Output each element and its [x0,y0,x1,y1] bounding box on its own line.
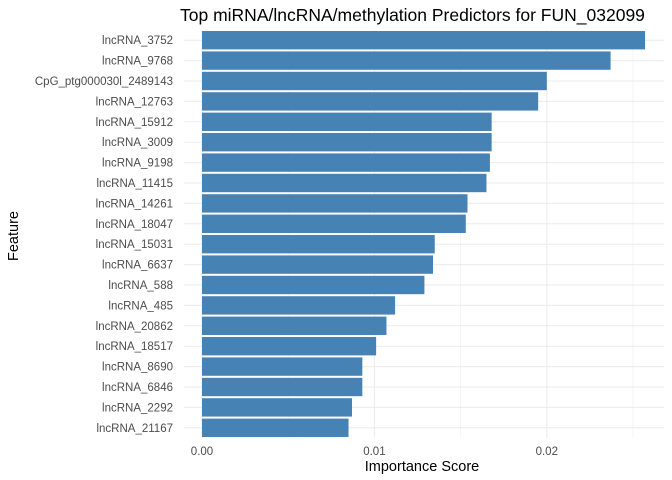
x-axis-title: Importance Score [365,459,479,475]
bar-lncRNA_21167 [202,418,349,437]
y-tick-label: lncRNA_9768 [102,56,173,68]
y-tick-labels: lncRNA_3752 lncRNA_9768 CpG_ptg000030l_248… [35,35,173,435]
y-tick-label: lncRNA_12763 [96,96,173,108]
y-tick-label: lncRNA_18517 [96,341,173,353]
y-tick-label: lncRNA_6846 [102,382,173,394]
bar-lncRNA_15031 [202,235,435,254]
chart-title: Top miRNA/lncRNA/methylation Predictors … [180,5,645,26]
bar-lncRNA_3009 [202,133,492,152]
bar-lncRNA_485 [202,296,396,315]
bar-lncRNA_588 [202,275,425,295]
grid [184,30,664,438]
bar-lncRNA_9198 [202,153,490,172]
y-tick-label: lncRNA_21167 [96,423,173,435]
y-tick-label: lncRNA_3752 [102,35,173,47]
y-tick-label: lncRNA_6637 [102,260,173,272]
x-tick-label: 0.00 [191,446,213,458]
y-tick-label: lncRNA_3009 [102,137,173,149]
x-tick-label: 0.02 [536,446,558,458]
y-tick-label: lncRNA_18047 [96,219,173,231]
y-tick-label: lncRNA_9198 [102,158,173,170]
y-tick-label: lncRNA_14261 [96,198,173,210]
bar-lncRNA_9768 [202,51,611,70]
y-tick-label: lncRNA_485 [108,300,173,312]
bar-lncRNA_15912 [202,112,492,131]
y-tick-label: lncRNA_15912 [96,117,173,129]
y-tick-label: lncRNA_15031 [96,239,173,251]
bar-lncRNA_6846 [202,377,363,397]
bar-lncRNA_6637 [202,255,434,274]
bar-lncRNA_11415 [202,173,487,193]
y-axis-title: Feature [6,211,22,261]
y-tick-label: lncRNA_2292 [102,402,173,414]
bars [202,31,646,437]
bar-lncRNA_18517 [202,337,377,356]
bar-lncRNA_20862 [202,316,387,335]
y-tick-label: lncRNA_588 [108,280,173,292]
bar-CpG_ptg000030l_2489143 [202,71,547,91]
bar-lncRNA_18047 [202,214,466,233]
bar-lncRNA_2292 [202,398,352,417]
y-tick-label: lncRNA_11415 [96,178,173,190]
bar-lncRNA_14261 [202,194,468,213]
bar-lncRNA_12763 [202,92,539,111]
x-tick-labels: 0.00 0.01 0.02 [191,446,558,458]
y-tick-label: CpG_ptg000030l_2489143 [35,76,173,88]
bar-lncRNA_8690 [202,357,363,376]
x-tick-label: 0.01 [363,446,385,458]
bar-lncRNA_3752 [202,31,646,50]
y-tick-label: lncRNA_20862 [96,321,173,333]
y-tick-label: lncRNA_8690 [102,362,173,374]
